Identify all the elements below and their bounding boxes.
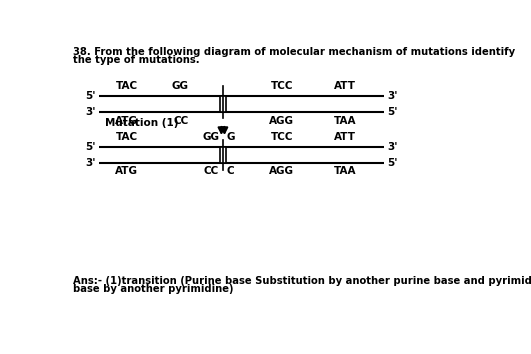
- Text: TAA: TAA: [334, 166, 357, 176]
- Text: 38. From the following diagram of molecular mechanism of mutations identify: 38. From the following diagram of molecu…: [73, 47, 515, 57]
- Text: GG: GG: [202, 132, 219, 142]
- Text: 3': 3': [85, 158, 96, 167]
- Text: CC: CC: [204, 166, 219, 176]
- Text: ATT: ATT: [335, 132, 356, 142]
- Text: 3': 3': [387, 142, 398, 152]
- Text: Mutation (1): Mutation (1): [105, 118, 178, 127]
- Text: AGG: AGG: [269, 166, 294, 176]
- Text: Ans:- (1)transition (Purine base Substitution by another purine base and pyrimid: Ans:- (1)transition (Purine base Substit…: [73, 276, 531, 286]
- Text: the type of mutations.: the type of mutations.: [73, 55, 199, 65]
- Text: ATG: ATG: [115, 166, 138, 176]
- Text: 5': 5': [85, 142, 96, 152]
- Bar: [220, 96, 226, 112]
- Text: TAC: TAC: [116, 132, 138, 142]
- Text: AGG: AGG: [269, 116, 294, 126]
- Text: TCC: TCC: [271, 81, 293, 91]
- Text: 5': 5': [387, 158, 398, 167]
- Text: 5': 5': [85, 91, 96, 101]
- Text: base by another pyrimidine): base by another pyrimidine): [73, 284, 233, 294]
- Text: TCC: TCC: [271, 132, 293, 142]
- Text: 3': 3': [85, 107, 96, 117]
- Text: TAA: TAA: [334, 116, 357, 126]
- Text: ATG: ATG: [115, 116, 138, 126]
- Text: GG: GG: [172, 81, 189, 91]
- Text: C: C: [227, 166, 234, 176]
- Text: G: G: [227, 132, 235, 142]
- Text: CC: CC: [174, 116, 189, 126]
- Bar: [220, 147, 226, 162]
- Text: 5': 5': [387, 107, 398, 117]
- Text: 3': 3': [387, 91, 398, 101]
- Text: TAC: TAC: [116, 81, 138, 91]
- Text: ATT: ATT: [335, 81, 356, 91]
